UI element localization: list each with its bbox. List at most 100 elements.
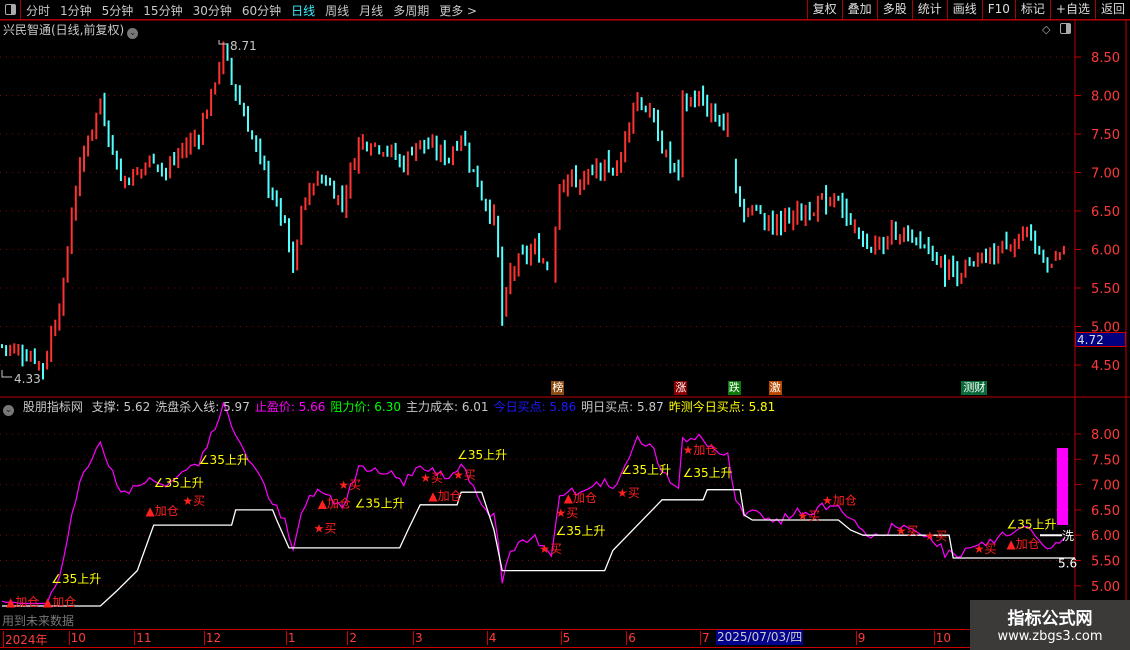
date-axis-label: 4 — [486, 631, 497, 645]
period-tab[interactable]: 60分钟 — [241, 4, 282, 18]
indicator-name: 股朋指标网 — [22, 400, 83, 414]
period-tab[interactable]: 1分钟 — [60, 4, 92, 18]
date-axis-label: 1 — [285, 631, 296, 645]
cursor-date: 2025/07/03/四 — [716, 630, 804, 645]
wash-label: 洗 — [1062, 529, 1074, 543]
tool-button[interactable]: 复权 — [806, 0, 842, 19]
indicator-tick-label: 8.00 — [1091, 428, 1120, 443]
tool-button[interactable]: F10 — [981, 0, 1015, 19]
period-tab[interactable]: 15分钟 — [143, 4, 183, 18]
signal-label: ★买 — [453, 468, 476, 482]
date-axis-label: 2 — [347, 631, 358, 645]
event-marker[interactable]: 激 — [768, 381, 782, 395]
price-tick-label: 6.00 — [1091, 244, 1120, 259]
signal-label: ★买 — [617, 486, 640, 500]
period-tabs: 分时 1分钟 5分钟 15分钟 30分钟 60分钟 日线 周线 月线 多周期 更多 > — [26, 2, 477, 19]
event-marker[interactable]: 跌 — [727, 381, 741, 395]
tool-button[interactable]: 多股 — [876, 0, 912, 19]
watermark-title: 指标公式网 — [1007, 609, 1093, 629]
signal-label: ▲加仓 — [1007, 537, 1040, 551]
high-arrow-icon — [218, 40, 228, 45]
indicator-value: 今日买点: 5.86 — [493, 400, 577, 414]
indicator-tick-label: 5.50 — [1091, 555, 1120, 570]
price-tick-label: 5.00 — [1091, 321, 1120, 336]
signal-label: ∠35上升 — [621, 463, 671, 477]
support-line — [2, 489, 1075, 607]
tool-button[interactable]: 叠加 — [841, 0, 877, 19]
signal-label: ★买 — [925, 529, 948, 543]
tool-button[interactable]: +自选 — [1049, 0, 1095, 19]
low-price-label: 4.33 — [14, 372, 41, 386]
tool-buttons: 复权 叠加 多股 统计 画线 F10 标记 +自选 返回 — [806, 0, 1130, 19]
signal-label: ★买 — [539, 542, 562, 556]
indicator-bar — [1057, 448, 1068, 525]
indicator-tick-label: 6.00 — [1091, 529, 1120, 544]
price-tick-label: 7.00 — [1091, 167, 1120, 182]
date-axis-label: 10 — [68, 631, 86, 645]
indicator-value: 阻力价: 6.30 — [330, 400, 401, 414]
stock-title: 兴民智通(日线,前复权) — [3, 23, 125, 37]
high-price-label: 8.71 — [230, 39, 257, 53]
signal-label: ▲加仓 — [6, 595, 39, 609]
signal-label: ▲加仓 — [146, 504, 179, 518]
period-tab[interactable]: 日线 — [291, 4, 316, 18]
tool-button[interactable]: 返回 — [1094, 0, 1130, 19]
indicator-value: 止盈价: 5.66 — [254, 400, 326, 414]
signal-label: ▲加仓 — [564, 491, 597, 505]
signal-label: ★买 — [182, 494, 205, 508]
diamond-icon[interactable]: ◇ — [1042, 23, 1051, 36]
date-axis-label: 11 — [134, 631, 152, 645]
price-tick-label: 8.00 — [1091, 90, 1120, 105]
event-marker[interactable]: 涨 — [674, 381, 688, 395]
signal-label: ▲加仓 — [43, 595, 76, 609]
panel-toggle-icon[interactable] — [1060, 23, 1071, 34]
signal-label: ★买 — [896, 524, 919, 538]
tool-button[interactable]: 画线 — [946, 0, 982, 19]
period-tab[interactable]: 更多 > — [439, 4, 478, 18]
tool-button[interactable]: 标记 — [1014, 0, 1050, 19]
signal-label: ★买 — [974, 542, 997, 556]
period-tab[interactable]: 周线 — [325, 4, 350, 18]
signal-label: ∠35上升 — [683, 466, 733, 480]
period-tab[interactable]: 30分钟 — [192, 4, 232, 18]
panel-toggle-icon[interactable] — [0, 0, 21, 19]
event-marker[interactable]: 测财 — [961, 381, 988, 395]
price-tick-label: 6.50 — [1091, 205, 1120, 220]
date-axis-label: 10 — [933, 631, 951, 645]
date-axis-label: 7 — [700, 631, 710, 645]
signal-label: ∠35上升 — [457, 448, 507, 462]
signal-label: ∠35上升 — [51, 572, 101, 586]
signal-label: ★买 — [797, 509, 820, 523]
signal-label: ★加仓 — [822, 493, 857, 507]
indicator-value: 昨测今日买点: 5.81 — [668, 400, 776, 414]
period-tab[interactable]: 5分钟 — [101, 4, 134, 18]
indicator-value: 明日买点: 5.87 — [581, 400, 664, 414]
period-tab[interactable]: 分时 — [26, 4, 51, 18]
signal-label: ∠35上升 — [556, 524, 606, 538]
indicator-value: 洗盘杀入线: 5.97 — [155, 400, 250, 414]
signal-label: ★买 — [338, 478, 361, 492]
date-axis: 2024年 10 11 12 1 2 3 4 5 6 7 9 10 — [0, 629, 1130, 648]
chevron-down-icon[interactable]: ⌄ — [127, 28, 139, 39]
period-tab[interactable]: 多周期 — [393, 4, 430, 18]
indicator-header: ⌄ 股朋指标网 支撑: 5.62 洗盘杀入线: 5.97 止盈价: 5.66 阻力价:… — [3, 398, 780, 416]
date-axis-label: 9 — [855, 631, 866, 645]
price-tick-label: 7.50 — [1091, 128, 1120, 143]
signal-label: ★买 — [556, 506, 579, 520]
chevron-down-icon[interactable]: ⌄ — [3, 405, 14, 416]
indicator-tick-label: 7.00 — [1091, 479, 1120, 494]
current-price-tag: 4.72 — [1075, 332, 1126, 347]
price-tick-label: 4.50 — [1091, 359, 1120, 374]
watermark-url: www.zbgs3.com — [997, 629, 1103, 644]
signal-label: ★加仓 — [683, 443, 718, 457]
top-toolbar: 分时 1分钟 5分钟 15分钟 30分钟 60分钟 日线 周线 月线 多周期 更多 > 复权 叠加 多股… — [0, 0, 1130, 20]
period-tab[interactable]: 月线 — [359, 4, 384, 18]
date-axis-label: 12 — [203, 631, 222, 645]
chart-title: 兴民智通(日线,前复权) ⌄ — [3, 21, 139, 39]
event-marker[interactable]: 榜 — [551, 381, 565, 395]
tool-button[interactable]: 统计 — [911, 0, 947, 19]
indicator-value: 主力成本: 6.01 — [405, 400, 489, 414]
date-axis-label: 5 — [560, 631, 571, 645]
low-arrow-icon — [1, 370, 12, 378]
